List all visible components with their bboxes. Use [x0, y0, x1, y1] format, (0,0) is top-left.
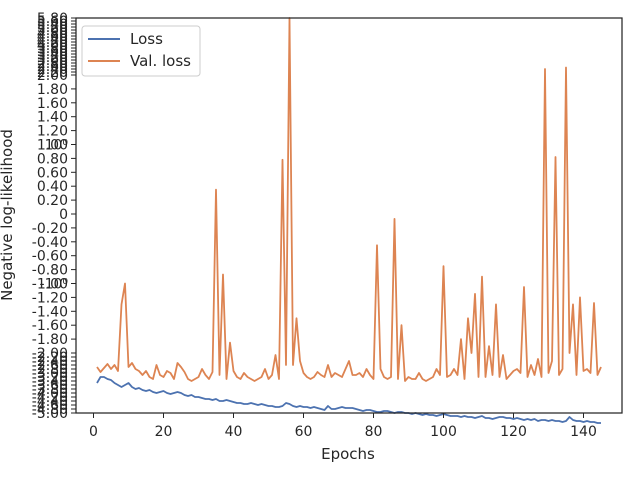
- y-tick-label--0.20: -0.20: [32, 221, 68, 237]
- y-tick-label-4.00: 4.00: [37, 38, 68, 54]
- y-tick-label-2.80: 2.80: [37, 56, 68, 72]
- y-tick-label--5.00: -5.00: [32, 406, 68, 422]
- x-axis-ticks: 0 20 40 60 80 100 120 140: [89, 413, 597, 440]
- legend-label-val-loss: Val. loss: [130, 52, 191, 70]
- x-tick-label-100: 100: [430, 424, 457, 440]
- y-tick-label-3.60: 3.60: [37, 44, 68, 60]
- y-tick-label-4.60: 4.60: [37, 29, 68, 45]
- y-tick-label--3.00: -3.00: [32, 366, 68, 382]
- y-tick-label-1.80: 1.80: [37, 82, 68, 98]
- y-tick-label--4.80: -4.80: [32, 402, 68, 418]
- y-tick-label--1.40: -1.40: [32, 304, 68, 320]
- x-tick-label-140: 140: [570, 424, 597, 440]
- y-tick-label-neg-10e0: -10⁰: [40, 277, 69, 293]
- y-tick-label--1.60: -1.60: [32, 318, 68, 334]
- y-tick-label-3.80: 3.80: [37, 41, 68, 57]
- y-tick-label-3.00: 3.00: [37, 53, 68, 69]
- x-axis-label: Epochs: [321, 445, 375, 463]
- y-tick-label--3.20: -3.20: [32, 370, 68, 386]
- y-tick-label-0.20: 0.20: [37, 193, 68, 209]
- y-tick-label--3.80: -3.80: [32, 382, 68, 398]
- y-tick-label--4.60: -4.60: [32, 398, 68, 414]
- y-tick-label-pos-10e0: 10⁰: [45, 138, 69, 154]
- series-line-val-loss: [96, 17, 602, 382]
- y-tick-label--0.80: -0.80: [32, 263, 68, 279]
- legend: Loss Val. loss: [81, 25, 201, 77]
- y-tick-label--2.00: -2.00: [32, 346, 68, 362]
- y-tick-label--2.80: -2.80: [32, 362, 68, 378]
- y-tick-label--0.60: -0.60: [32, 249, 68, 265]
- y-tick-label-5.40: 5.40: [37, 17, 68, 33]
- series-line-loss: [96, 376, 601, 424]
- y-tick-label-1.60: 1.60: [37, 96, 68, 112]
- y-tick-label-5.60: 5.60: [37, 14, 68, 30]
- y-tick-label-1.00: 1.00: [37, 138, 68, 154]
- y-tick-label-4.20: 4.20: [37, 35, 68, 51]
- y-tick-label-1.20: 1.20: [37, 124, 68, 140]
- y-tick-label--0.40: -0.40: [32, 235, 68, 251]
- y-tick-label-5.20: 5.20: [37, 20, 68, 36]
- y-tick-label-4.80: 4.80: [37, 26, 68, 42]
- y-tick-label-0: 0: [59, 207, 68, 223]
- x-tick-label-60: 60: [295, 424, 313, 440]
- y-tick-label--4.40: -4.40: [32, 394, 68, 410]
- x-tick-label-120: 120: [500, 424, 527, 440]
- y-tick-label--1.80: -1.80: [32, 332, 68, 348]
- y-tick-label--3.40: -3.40: [32, 374, 68, 390]
- legend-label-loss: Loss: [130, 30, 163, 48]
- plot-frame: [75, 17, 623, 414]
- y-tick-label-2.20: 2.20: [37, 65, 68, 81]
- x-tick-label-0: 0: [89, 424, 98, 440]
- y-tick-label-3.20: 3.20: [37, 50, 68, 66]
- y-tick-label--2.20: -2.20: [32, 350, 68, 366]
- plot-lines: [96, 17, 602, 424]
- y-tick-label-0.80: 0.80: [37, 151, 68, 167]
- y-tick-label--4.20: -4.20: [32, 390, 68, 406]
- y-axis-label: Negative log-likelihood: [0, 129, 16, 301]
- y-tick-label-1.40: 1.40: [37, 110, 68, 126]
- y-tick-label-5.00: 5.00: [37, 23, 68, 39]
- y-tick-label-0.60: 0.60: [37, 165, 68, 181]
- y-tick-label-2.00: 2.00: [37, 68, 68, 84]
- y-tick-label--2.40: -2.40: [32, 354, 68, 370]
- y-tick-label-2.60: 2.60: [37, 59, 68, 75]
- y-tick-label-0.40: 0.40: [37, 179, 68, 195]
- y-tick-label-4.40: 4.40: [37, 32, 68, 48]
- y-axis-ticks: -5.00-4.80-4.60-4.40-4.20-4.00-3.80-3.60…: [32, 11, 76, 422]
- y-tick-label-5.80: 5.80: [37, 11, 68, 27]
- y-tick-label--1.20: -1.20: [32, 290, 68, 306]
- y-tick-label--1.00: -1.00: [32, 277, 68, 293]
- y-tick-label--4.00: -4.00: [32, 386, 68, 402]
- y-tick-label--2.60: -2.60: [32, 358, 68, 374]
- x-tick-label-20: 20: [155, 424, 173, 440]
- y-tick-label-3.40: 3.40: [37, 47, 68, 63]
- y-tick-label--3.60: -3.60: [32, 378, 68, 394]
- x-tick-label-40: 40: [225, 424, 243, 440]
- y-tick-label-2.40: 2.40: [37, 62, 68, 78]
- x-tick-label-80: 80: [365, 424, 383, 440]
